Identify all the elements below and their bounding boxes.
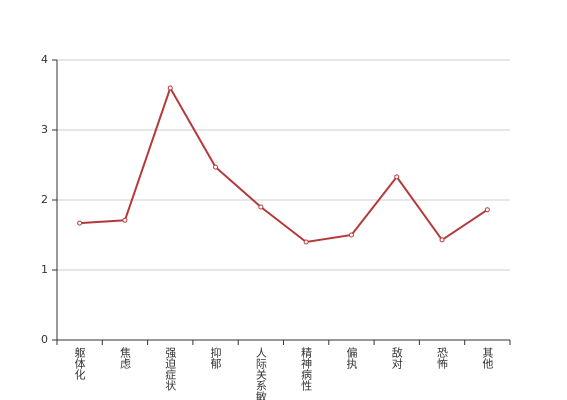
point — [77, 220, 83, 226]
y-tick-label: 4 — [41, 53, 48, 66]
x-tick-label: 偏执 — [345, 346, 358, 370]
point — [303, 239, 309, 245]
y-tick-label: 0 — [41, 333, 48, 346]
y-tick-label: 2 — [41, 193, 48, 206]
x-tick-label: 躯体化 — [73, 347, 86, 381]
x-tick-label: 精神病性 — [300, 347, 313, 392]
point — [394, 174, 400, 180]
point — [348, 232, 354, 238]
point — [122, 217, 128, 223]
line — [79, 85, 488, 244]
point — [213, 164, 219, 170]
point — [439, 237, 445, 243]
x-tick-label: 恐怖 — [436, 347, 449, 369]
point — [167, 85, 173, 91]
y-tick-label: 3 — [41, 123, 48, 136]
y-tick-label: 1 — [41, 263, 48, 276]
point — [484, 207, 490, 213]
x-tick-label: 抑郁 — [209, 346, 222, 369]
x-tick-label: 人际关系敏感 — [254, 347, 267, 400]
x-tick-label: 其他 — [481, 347, 494, 369]
point — [258, 204, 264, 210]
x-tick-label: 敌对 — [390, 346, 403, 369]
x-tick-label: 焦虑 — [118, 347, 131, 369]
x-tick-label: 强迫症状 — [164, 347, 177, 391]
